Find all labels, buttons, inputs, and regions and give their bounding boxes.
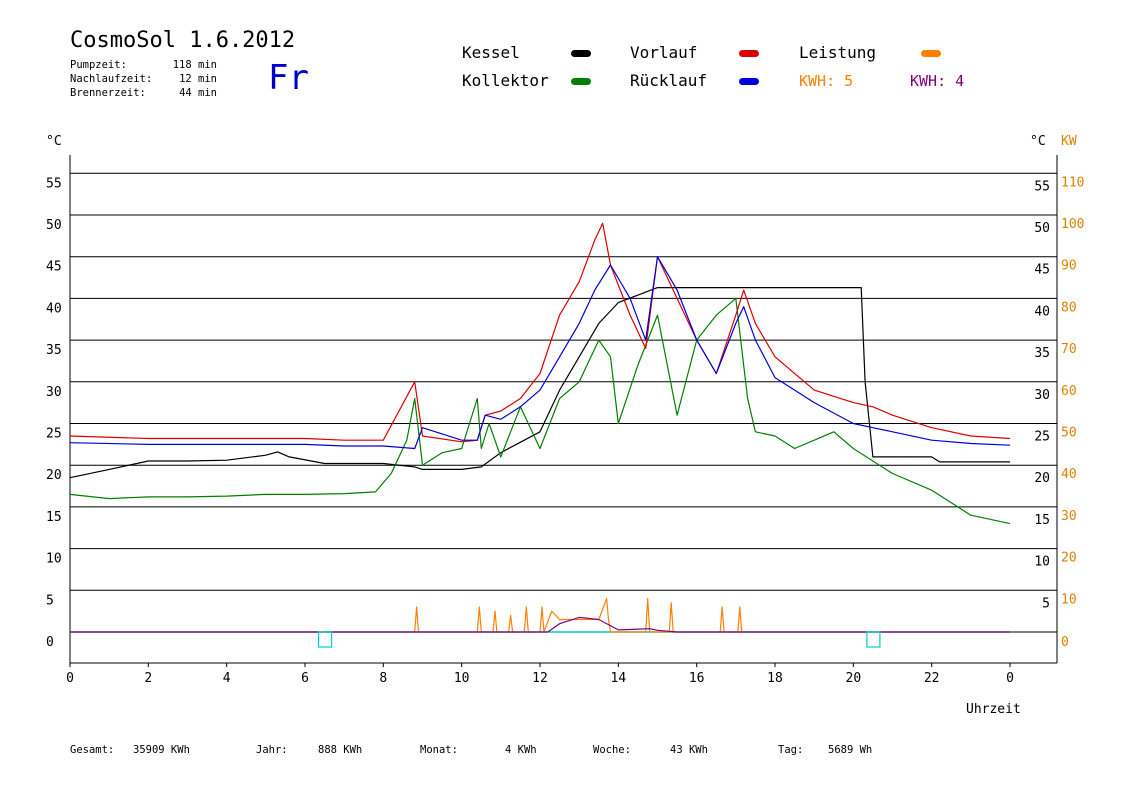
y2-tick-label-80: 80 (1061, 300, 1077, 315)
x-tick-label-7: 14 (611, 671, 627, 686)
footer-jahr-label: Jahr: (256, 744, 288, 756)
y-right-tick-label-55: 55 (1034, 179, 1050, 194)
marker-0 (317, 631, 333, 648)
y2-tick-label-50: 50 (1061, 426, 1077, 441)
left-axis-unit: °C (46, 134, 62, 149)
footer-gesamt-label: Gesamt: (70, 744, 115, 756)
footer-monat-value: 4 KWh (505, 744, 537, 756)
y-right-tick-label-15: 15 (1034, 513, 1050, 528)
y-tick-label-5: 5 (46, 593, 54, 608)
footer-jahr-value: 888 KWh (318, 744, 363, 756)
y2-tick-label-30: 30 (1061, 509, 1077, 524)
y2-tick-label-90: 90 (1061, 259, 1077, 274)
y2-tick-label-60: 60 (1061, 384, 1077, 399)
x-tick-label-6: 12 (532, 671, 548, 686)
y-tick-label-10: 10 (46, 552, 62, 567)
series-line-kollektor (69, 297, 1011, 525)
weekday-label: Fr (268, 58, 309, 98)
series-line-kwh (70, 616, 1010, 633)
legend-ruecklauf-label: Rücklauf (630, 71, 708, 90)
legend-kwh-orange: KWH: 5 (799, 72, 854, 90)
x-tick-label-2: 4 (223, 671, 231, 686)
series-line-rcklauf (69, 256, 1011, 450)
y-right-tick-label-5: 5 (1042, 596, 1050, 611)
footer-monat-label: Monat: (420, 744, 458, 756)
marker-1 (866, 631, 881, 648)
legend-leistung-swatch (921, 50, 941, 57)
series-line-vorlauf (69, 222, 1011, 443)
y-tick-label-15: 15 (46, 510, 62, 525)
y-right-tick-label-30: 30 (1034, 388, 1050, 403)
info-value-pumpzeit: 118 min (172, 59, 217, 71)
legend-kessel-label: Kessel (462, 43, 520, 62)
info-label-pumpzeit: Pumpzeit: (70, 59, 127, 71)
y-tick-label-25: 25 (46, 427, 62, 442)
legend-kollektor-label: Kollektor (462, 71, 549, 90)
y-tick-label-50: 50 (46, 218, 62, 233)
x-tick-label-11: 22 (924, 671, 940, 686)
x-tick-label-10: 20 (846, 671, 862, 686)
legend-vorlauf-label: Vorlauf (630, 43, 698, 62)
footer-tag-value: 5689 Wh (828, 744, 873, 756)
y2-tick-label-40: 40 (1061, 467, 1077, 482)
y-tick-label-0: 0 (46, 635, 54, 650)
legend-kwh-purple: KWH: 4 (910, 72, 965, 90)
legend-ruecklauf-swatch (739, 78, 759, 85)
info-label-nachlaufzeit: Nachlaufzeit: (70, 73, 153, 85)
x-tick-label-8: 16 (689, 671, 705, 686)
x-tick-label-1: 2 (144, 671, 152, 686)
y2-tick-label-10: 10 (1061, 592, 1077, 607)
footer-woche-label: Woche: (593, 744, 631, 756)
right-axis-temp-unit: °C (1030, 134, 1046, 149)
footer-woche-value: 43 KWh (670, 744, 708, 756)
info-value-nachlaufzeit: 12 min (179, 73, 217, 85)
footer-gesamt-value: 35909 KWh (133, 744, 190, 756)
legend-vorlauf-swatch (739, 50, 759, 57)
y-tick-label-20: 20 (46, 468, 62, 483)
y2-tick-label-0: 0 (1061, 635, 1069, 650)
y-right-tick-label-35: 35 (1034, 346, 1050, 361)
info-value-brennerzeit: 44 min (179, 87, 217, 99)
x-tick-label-9: 18 (767, 671, 783, 686)
right-axis-power-unit: KW (1061, 134, 1077, 149)
info-label-brennerzeit: Brennerzeit: (70, 87, 146, 99)
y2-tick-label-70: 70 (1061, 342, 1077, 357)
x-axis-label: Uhrzeit (966, 702, 1021, 717)
x-tick-label-0: 0 (66, 671, 74, 686)
y-tick-label-30: 30 (46, 385, 62, 400)
y2-tick-label-20: 20 (1061, 551, 1077, 566)
y2-tick-label-110: 110 (1061, 175, 1084, 190)
y-right-tick-label-10: 10 (1034, 555, 1050, 570)
x-tick-label-12: 0 (1006, 671, 1014, 686)
y-tick-label-45: 45 (46, 260, 62, 275)
y-tick-label-40: 40 (46, 301, 62, 316)
y2-tick-label-100: 100 (1061, 217, 1084, 232)
x-tick-label-3: 6 (301, 671, 309, 686)
y-right-tick-label-20: 20 (1034, 471, 1050, 486)
y-tick-label-35: 35 (46, 343, 62, 358)
x-tick-label-4: 8 (379, 671, 387, 686)
app-title: CosmoSol 1.6.2012 (70, 28, 296, 53)
footer-tag-label: Tag: (778, 744, 804, 756)
legend-kollektor-swatch (571, 78, 591, 85)
y-right-tick-label-25: 25 (1034, 430, 1050, 445)
legend-kessel-swatch (571, 50, 591, 57)
series-line-kessel (69, 287, 1010, 479)
x-tick-label-5: 10 (454, 671, 470, 686)
y-right-tick-label-45: 45 (1034, 263, 1050, 278)
y-right-tick-label-40: 40 (1034, 304, 1050, 319)
y-right-tick-label-50: 50 (1034, 221, 1050, 236)
y-tick-label-55: 55 (46, 176, 62, 191)
series-line-leistung (70, 597, 1010, 633)
legend-leistung-label: Leistung (799, 43, 877, 62)
